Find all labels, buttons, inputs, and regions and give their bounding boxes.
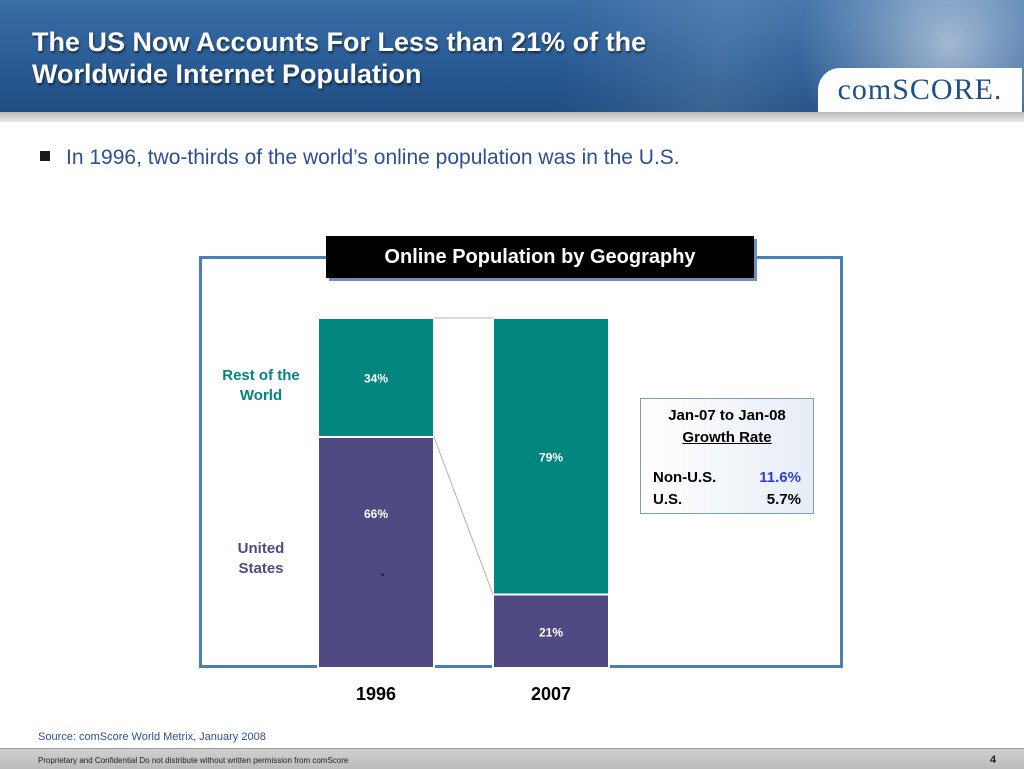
growth-row-us: U.S. 5.7% xyxy=(653,491,801,508)
x-tick-label: 1996 xyxy=(356,684,396,704)
stray-mark: ` xyxy=(380,572,386,589)
header-divider xyxy=(0,112,1024,122)
legend-rest-of-world: Rest of the World xyxy=(222,367,300,404)
slide-header: The US Now Accounts For Less than 21% of… xyxy=(0,0,1024,112)
footer-bar xyxy=(0,748,1024,769)
source-note: Source: comScore World Metrix, January 2… xyxy=(38,731,266,743)
square-bullet-icon xyxy=(40,151,50,162)
page-number: 4 xyxy=(990,754,997,766)
data-label: 34% xyxy=(364,372,388,386)
growth-value: 5.7% xyxy=(766,491,801,508)
data-label: 66% xyxy=(364,507,388,521)
x-tick-label: 2007 xyxy=(531,684,571,704)
comscore-logo: comSCORE. xyxy=(818,68,1022,112)
bar-united-states-1996 xyxy=(317,436,435,669)
slide-title: The US Now Accounts For Less than 21% of… xyxy=(32,27,647,89)
footer-disclaimer: Proprietary and Confidential Do not dist… xyxy=(38,756,349,765)
connector-line xyxy=(433,436,494,595)
bullet-text: In 1996, two-thirds of the world’s onlin… xyxy=(66,146,680,169)
growth-row-non-us: Non-U.S. 11.6% xyxy=(653,469,801,486)
growth-subtitle: Growth Rate xyxy=(682,429,772,446)
legend-united-states: United States xyxy=(237,540,285,577)
bar-rest-of-the-world-2007 xyxy=(492,317,610,596)
data-label: 79% xyxy=(539,450,563,464)
chart-title: Online Population by Geography xyxy=(326,236,754,278)
growth-value: 11.6% xyxy=(759,469,801,486)
growth-label: U.S. xyxy=(653,491,683,508)
growth-label: Non-U.S. xyxy=(653,469,717,486)
growth-period: Jan-07 to Jan-08 xyxy=(668,407,786,424)
bullet-point: In 1996, two-thirds of the world’s onlin… xyxy=(40,146,680,170)
data-label: 21% xyxy=(539,625,563,639)
growth-rate-box: Jan-07 to Jan-08 Growth Rate Non-U.S. 11… xyxy=(640,398,814,514)
bar-united-states-2007 xyxy=(492,593,610,669)
bar-rest-of-the-world-1996 xyxy=(317,317,435,438)
